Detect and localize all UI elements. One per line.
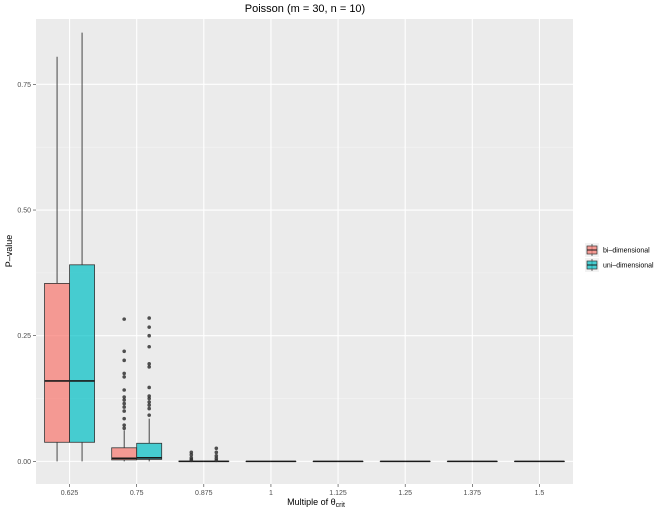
x-tick-label: 0.875: [195, 490, 213, 497]
x-axis-title-main: Multiple of θ: [287, 497, 336, 507]
outlier-point: [122, 398, 126, 402]
outlier-point: [122, 405, 126, 409]
outlier-point: [147, 316, 151, 320]
y-tick-label: 0.50: [17, 208, 31, 215]
outlier-point: [214, 446, 219, 451]
y-tick-label: 0.00: [17, 459, 31, 466]
x-tick-label: 1.375: [464, 490, 482, 497]
outlier-point: [147, 396, 151, 401]
outlier-point: [147, 406, 151, 411]
outlier-point: [147, 362, 151, 366]
box-body: [44, 283, 70, 443]
outlier-point: [189, 458, 194, 463]
box-uni-dimensional-0.75: [136, 316, 163, 462]
box-body: [136, 442, 163, 460]
outlier-point: [189, 453, 194, 457]
box-bi-dimensional-0.625: [44, 56, 70, 462]
outlier-point: [147, 394, 151, 398]
x-tick-label: 1.125: [329, 490, 347, 497]
legend-item-uni-dimensional: uni–dimensional: [585, 258, 654, 272]
outlier-point: [189, 450, 194, 455]
outlier-point: [122, 317, 126, 321]
outlier-point: [214, 454, 219, 458]
outlier-point: [147, 325, 151, 329]
x-tick-label: 1: [269, 490, 273, 497]
x-tick-label: 1.5: [535, 490, 545, 497]
outlier-point: [122, 371, 126, 376]
outlier-point: [122, 349, 126, 354]
outlier-point: [214, 450, 219, 455]
outlier-point: [122, 401, 126, 406]
legend: bi–dimensional uni–dimensional: [585, 243, 654, 272]
outlier-point: [122, 375, 126, 379]
x-tick-label: 0.75: [130, 490, 144, 497]
y-tick-label: 0.75: [17, 82, 31, 89]
box-series: [44, 32, 565, 463]
y-tick-label: 0.25: [17, 333, 31, 340]
legend-item-bi-dimensional: bi–dimensional: [585, 243, 650, 257]
outlier-point: [122, 409, 126, 413]
outlier-point: [122, 416, 126, 421]
outlier-point: [122, 395, 126, 399]
outlier-point: [214, 458, 219, 463]
x-axis-title-subscript: crit: [336, 502, 345, 509]
gridlines: [36, 19, 573, 484]
outlier-point: [147, 333, 151, 338]
x-tick-label: 1.25: [398, 490, 412, 497]
x-axis: 0.625 0.75 0.875 1 1.125 1.25 1.375 1.5: [61, 484, 545, 497]
x-tick-label: 0.625: [61, 490, 79, 497]
outlier-point: [147, 365, 151, 369]
outlier-point: [147, 403, 151, 407]
outlier-point: [122, 388, 126, 392]
y-axis: 0.00 0.25 0.50 0.75: [17, 82, 36, 466]
legend-label: bi–dimensional: [603, 248, 650, 255]
box-uni-dimensional-0.625: [69, 32, 95, 462]
outlier-point: [147, 413, 151, 417]
legend-label: uni–dimensional: [603, 263, 654, 270]
x-axis-title: Multiple of θcrit: [287, 497, 345, 509]
box-body: [69, 264, 95, 443]
box-bi-dimensional-0.75: [111, 317, 138, 462]
chart-title: Poisson (m = 30, n = 10): [245, 3, 365, 15]
outlier-point: [122, 358, 126, 363]
box-uni-dimensional-0.875: [203, 446, 230, 463]
outlier-point: [122, 423, 126, 427]
outlier-point: [147, 344, 151, 349]
outlier-point: [122, 426, 126, 431]
outlier-point: [147, 385, 151, 390]
y-axis-title: P–value: [4, 235, 14, 268]
plot-panel: [36, 19, 573, 484]
outlier-point: [147, 400, 151, 404]
